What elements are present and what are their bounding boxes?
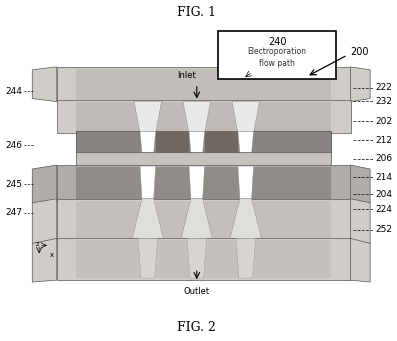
Text: 212: 212 <box>375 136 392 145</box>
Bar <box>76 201 331 238</box>
Polygon shape <box>181 199 212 238</box>
Text: Inlet: Inlet <box>177 71 197 80</box>
Text: 200: 200 <box>351 47 369 57</box>
Polygon shape <box>351 165 370 204</box>
Polygon shape <box>32 67 57 102</box>
Bar <box>76 240 331 278</box>
Text: 222: 222 <box>375 83 392 92</box>
Polygon shape <box>32 199 57 243</box>
Text: 232: 232 <box>375 97 392 106</box>
Text: 246: 246 <box>6 140 23 150</box>
Polygon shape <box>230 199 261 238</box>
Text: 224: 224 <box>375 205 392 214</box>
Polygon shape <box>138 238 158 278</box>
Text: 202: 202 <box>375 117 392 126</box>
Polygon shape <box>140 131 156 153</box>
Polygon shape <box>187 238 206 278</box>
Polygon shape <box>189 166 204 199</box>
Polygon shape <box>238 131 254 153</box>
Polygon shape <box>132 199 164 238</box>
Polygon shape <box>189 131 204 153</box>
Text: 245: 245 <box>6 179 23 189</box>
Text: FIG. 1: FIG. 1 <box>177 6 216 19</box>
Text: 247: 247 <box>6 208 23 217</box>
Polygon shape <box>236 238 256 278</box>
Text: 214: 214 <box>375 173 392 182</box>
Polygon shape <box>351 67 370 102</box>
Polygon shape <box>32 238 57 282</box>
Text: Electroporation
flow path: Electroporation flow path <box>248 47 306 68</box>
Text: 244: 244 <box>6 87 23 95</box>
Bar <box>76 102 331 131</box>
Polygon shape <box>140 166 156 199</box>
Text: Outlet: Outlet <box>184 287 210 296</box>
Text: z: z <box>35 241 39 247</box>
Polygon shape <box>232 102 260 133</box>
Polygon shape <box>32 165 57 204</box>
Bar <box>76 167 331 199</box>
Bar <box>57 165 351 201</box>
Bar <box>57 67 351 102</box>
Text: x: x <box>50 252 54 258</box>
FancyBboxPatch shape <box>218 31 336 79</box>
Polygon shape <box>351 238 370 282</box>
Bar <box>76 69 331 100</box>
Polygon shape <box>238 166 254 199</box>
Polygon shape <box>134 102 162 133</box>
Bar <box>57 100 351 133</box>
Polygon shape <box>183 102 210 133</box>
Text: 252: 252 <box>375 225 392 234</box>
Bar <box>156 131 189 153</box>
Text: FIG. 2: FIG. 2 <box>177 321 216 334</box>
Bar <box>76 131 331 153</box>
Bar <box>76 152 331 166</box>
Bar <box>204 131 238 153</box>
Text: 240: 240 <box>268 37 286 47</box>
Bar <box>57 238 351 280</box>
Bar <box>57 199 351 240</box>
Text: 206: 206 <box>375 154 392 163</box>
Text: 204: 204 <box>375 190 392 199</box>
Polygon shape <box>351 199 370 243</box>
